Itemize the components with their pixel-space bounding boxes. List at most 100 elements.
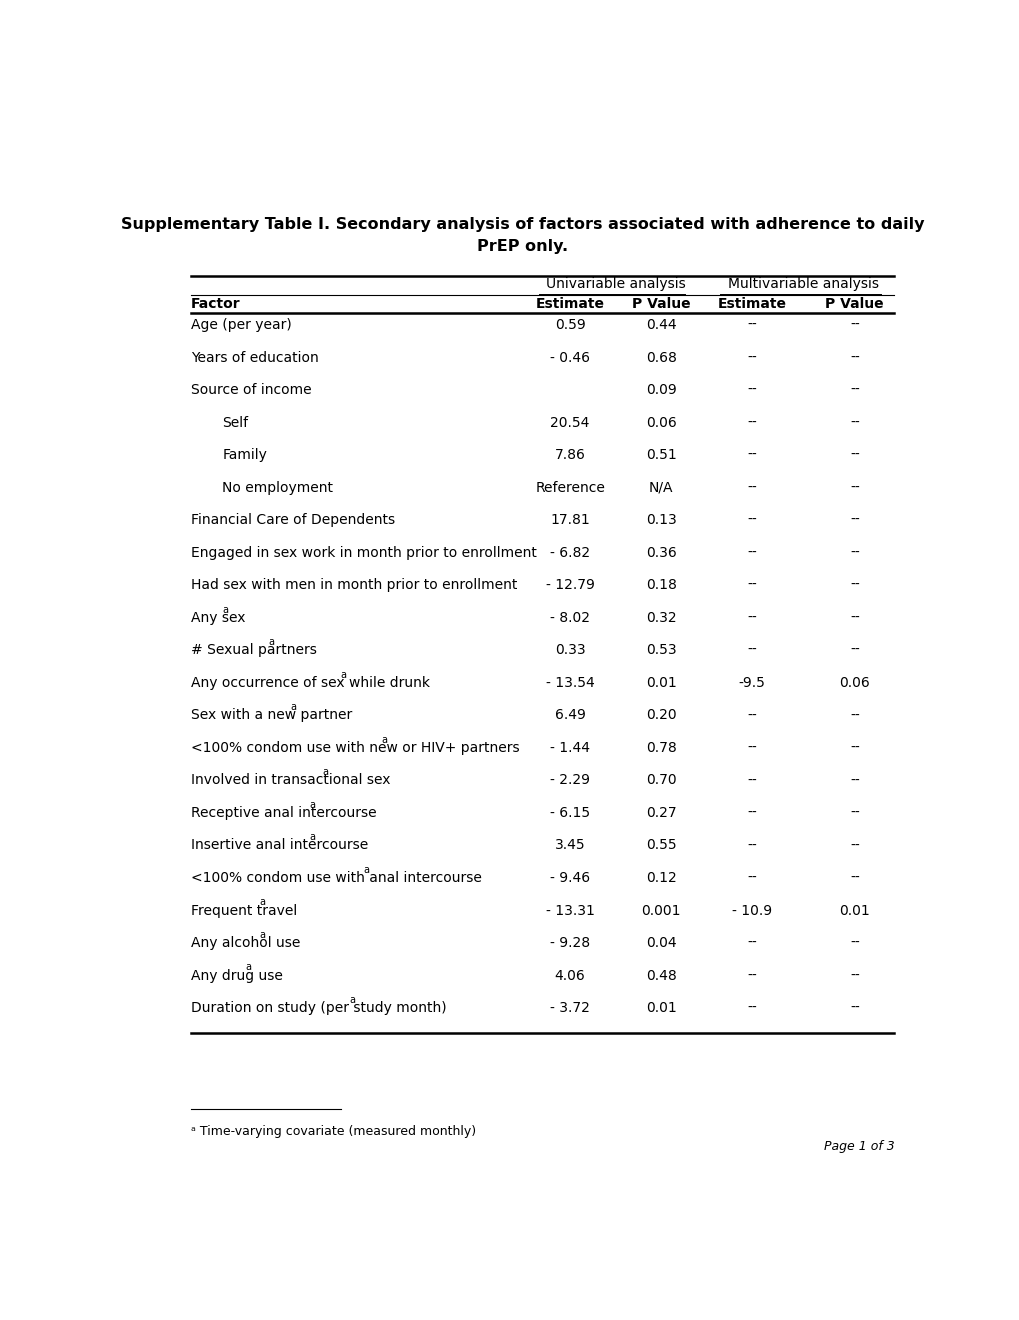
Text: Reference: Reference [535,480,604,495]
Text: - 1.44: - 1.44 [549,741,590,755]
Text: Any sex: Any sex [191,611,245,624]
Text: 0.68: 0.68 [645,351,676,364]
Text: --: -- [849,774,859,788]
Text: Any occurrence of sex while drunk: Any occurrence of sex while drunk [191,676,429,690]
Text: --: -- [746,318,756,333]
Text: Engaged in sex work in month prior to enrollment: Engaged in sex work in month prior to en… [191,545,536,560]
Text: 0.01: 0.01 [839,903,869,917]
Text: - 2.29: - 2.29 [549,774,590,788]
Text: a: a [222,605,228,615]
Text: - 3.72: - 3.72 [549,1001,590,1015]
Text: a: a [290,702,297,713]
Text: -9.5: -9.5 [738,676,764,690]
Text: 0.001: 0.001 [641,903,680,917]
Text: --: -- [849,480,859,495]
Text: --: -- [849,545,859,560]
Text: # Sexual partners: # Sexual partners [191,643,316,657]
Text: Univariable analysis: Univariable analysis [545,277,685,292]
Text: - 13.31: - 13.31 [545,903,594,917]
Text: a: a [350,995,356,1005]
Text: --: -- [746,741,756,755]
Text: Involved in transactional sex: Involved in transactional sex [191,774,390,788]
Text: --: -- [849,513,859,527]
Text: --: -- [849,741,859,755]
Text: 0.59: 0.59 [554,318,585,333]
Text: 0.36: 0.36 [645,545,676,560]
Text: - 12.79: - 12.79 [545,578,594,593]
Text: a: a [259,929,265,940]
Text: 20.54: 20.54 [550,416,589,430]
Text: --: -- [849,1001,859,1015]
Text: --: -- [746,351,756,364]
Text: Page 1 of 3: Page 1 of 3 [822,1140,894,1152]
Text: Factor: Factor [191,297,240,310]
Text: a: a [340,669,346,680]
Text: 0.51: 0.51 [645,449,676,462]
Text: 4.06: 4.06 [554,969,585,982]
Text: Estimate: Estimate [535,297,604,310]
Text: 0.12: 0.12 [645,871,676,884]
Text: a: a [363,865,369,875]
Text: --: -- [746,969,756,982]
Text: --: -- [849,611,859,624]
Text: Source of income: Source of income [191,383,311,397]
Text: ᵃ Time-varying covariate (measured monthly): ᵃ Time-varying covariate (measured month… [191,1125,476,1138]
Text: Insertive anal intercourse: Insertive anal intercourse [191,838,368,853]
Text: Multivariable analysis: Multivariable analysis [728,277,878,292]
Text: 0.48: 0.48 [645,969,676,982]
Text: Receptive anal intercourse: Receptive anal intercourse [191,807,376,820]
Text: <100% condom use with new or HIV+ partners: <100% condom use with new or HIV+ partne… [191,741,519,755]
Text: --: -- [849,969,859,982]
Text: a: a [268,638,274,647]
Text: --: -- [746,449,756,462]
Text: --: -- [849,383,859,397]
Text: a: a [322,767,328,777]
Text: --: -- [849,871,859,884]
Text: Had sex with men in month prior to enrollment: Had sex with men in month prior to enrol… [191,578,517,593]
Text: --: -- [849,351,859,364]
Text: 0.13: 0.13 [645,513,676,527]
Text: --: -- [849,578,859,593]
Text: PrEP only.: PrEP only. [477,239,568,255]
Text: a: a [245,962,251,973]
Text: P Value: P Value [631,297,690,310]
Text: 0.70: 0.70 [645,774,676,788]
Text: - 9.28: - 9.28 [549,936,590,950]
Text: 0.20: 0.20 [645,709,676,722]
Text: a: a [309,833,315,842]
Text: 0.55: 0.55 [645,838,676,853]
Text: Any drug use: Any drug use [191,969,282,982]
Text: --: -- [849,936,859,950]
Text: --: -- [849,709,859,722]
Text: 0.53: 0.53 [645,643,676,657]
Text: --: -- [746,513,756,527]
Text: <100% condom use with anal intercourse: <100% condom use with anal intercourse [191,871,481,884]
Text: --: -- [746,578,756,593]
Text: 3.45: 3.45 [554,838,585,853]
Text: Age (per year): Age (per year) [191,318,291,333]
Text: --: -- [746,871,756,884]
Text: 0.44: 0.44 [645,318,676,333]
Text: - 6.82: - 6.82 [549,545,590,560]
Text: --: -- [746,838,756,853]
Text: --: -- [746,774,756,788]
Text: 0.78: 0.78 [645,741,676,755]
Text: Sex with a new partner: Sex with a new partner [191,709,352,722]
Text: - 13.54: - 13.54 [545,676,594,690]
Text: --: -- [849,807,859,820]
Text: --: -- [849,643,859,657]
Text: --: -- [746,936,756,950]
Text: - 6.15: - 6.15 [549,807,590,820]
Text: --: -- [746,545,756,560]
Text: --: -- [746,611,756,624]
Text: Estimate: Estimate [716,297,786,310]
Text: - 0.46: - 0.46 [549,351,590,364]
Text: --: -- [746,807,756,820]
Text: Family: Family [222,449,267,462]
Text: Years of education: Years of education [191,351,318,364]
Text: 0.06: 0.06 [839,676,869,690]
Text: Any alcohol use: Any alcohol use [191,936,300,950]
Text: 0.04: 0.04 [645,936,676,950]
Text: - 9.46: - 9.46 [549,871,590,884]
Text: --: -- [849,449,859,462]
